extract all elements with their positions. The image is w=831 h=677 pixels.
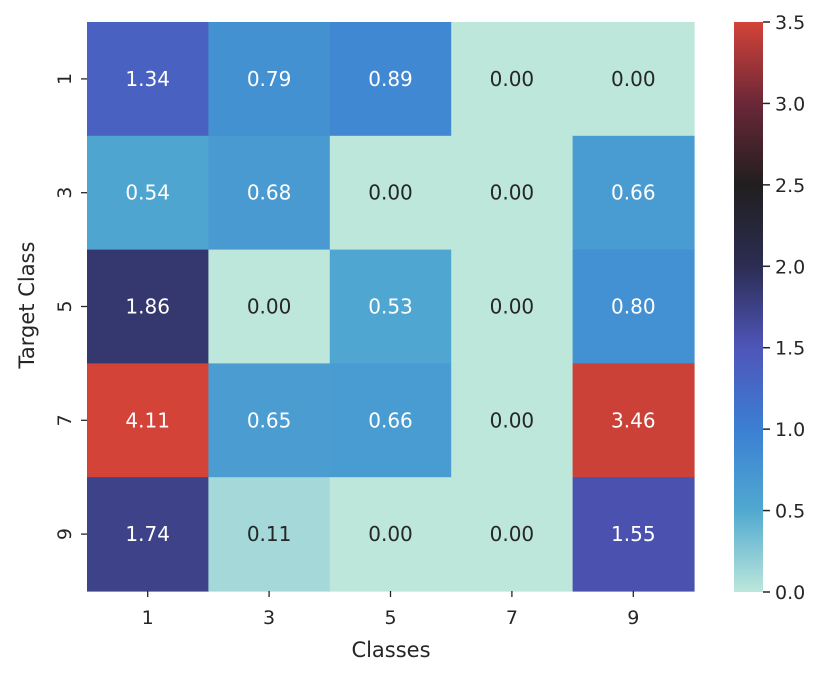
heatmap-cell — [87, 22, 209, 137]
heatmap-cell — [451, 363, 574, 478]
x-tick-label: 5 — [384, 607, 396, 629]
cell-value-label: 0.66 — [611, 181, 656, 205]
colorbar-ticks: 0.0 0.5 1.0 1.5 2.0 2.5 3.0 3.5 — [763, 12, 805, 604]
x-tick-label: 9 — [627, 607, 639, 629]
cell-value-label: 0.54 — [125, 181, 170, 205]
cell-value-label: 1.86 — [125, 295, 170, 319]
heatmap-cell — [572, 249, 695, 364]
cell-value-label: 1.55 — [611, 522, 656, 546]
heatmap-cell — [87, 249, 209, 364]
colorbar-tick-label: 0.0 — [775, 582, 805, 604]
heatmap-cell — [329, 135, 452, 251]
colorbar — [734, 22, 763, 592]
y-tick-label: 9 — [54, 528, 76, 540]
cell-value-label: 3.46 — [611, 408, 656, 432]
heatmap-cell — [451, 477, 574, 592]
cell-value-label: 0.53 — [368, 295, 413, 319]
heatmap-cell-labels: 1.34 0.79 0.89 0.00 0.00 0.54 0.68 0.00 0.00 0.66… — [125, 67, 655, 546]
heatmap-cell — [208, 135, 331, 251]
y-tick-label: 7 — [54, 414, 76, 426]
heatmap-cell — [208, 22, 331, 137]
cell-value-label: 0.00 — [368, 522, 413, 546]
cell-value-label: 0.79 — [247, 67, 292, 91]
colorbar-tick-label: 3.0 — [775, 93, 805, 115]
x-axis: 1 3 5 7 9 — [142, 591, 639, 629]
cell-value-label: 1.34 — [125, 67, 170, 91]
cell-value-label: 0.11 — [247, 522, 292, 546]
heatmap-cell — [329, 249, 452, 364]
y-tick-label: 3 — [54, 187, 76, 199]
heatmap-cells — [87, 22, 695, 592]
heatmap-cell — [329, 22, 452, 137]
y-axis: 1 3 5 7 9 — [54, 73, 87, 540]
cell-value-label: 0.66 — [368, 408, 413, 432]
cell-value-label: 0.65 — [247, 408, 292, 432]
y-axis-label: Target Class — [15, 242, 39, 370]
y-tick-label: 5 — [54, 300, 76, 312]
heatmap-cell — [329, 477, 452, 592]
x-axis-label: Classes — [351, 638, 430, 662]
x-tick-label: 7 — [506, 607, 518, 629]
colorbar-tick-label: 2.0 — [775, 256, 805, 278]
cell-value-label: 0.80 — [611, 295, 656, 319]
colorbar-tick-label: 0.5 — [775, 501, 805, 523]
heatmap-cell — [208, 477, 331, 592]
colorbar-tick-label: 3.5 — [775, 12, 805, 34]
cell-value-label: 0.00 — [368, 181, 413, 205]
cell-value-label: 0.00 — [611, 67, 656, 91]
heatmap-cell — [208, 249, 331, 364]
x-tick-label: 1 — [142, 607, 154, 629]
heatmap-cell — [87, 363, 209, 478]
x-tick-label: 3 — [263, 607, 275, 629]
heatmap-cell — [208, 363, 331, 478]
cell-value-label: 0.00 — [490, 295, 535, 319]
colorbar-tick-label: 2.5 — [775, 175, 805, 197]
cell-value-label: 0.00 — [247, 295, 292, 319]
heatmap-cell — [451, 22, 574, 137]
heatmap-cell — [329, 363, 452, 478]
cell-value-label: 0.89 — [368, 67, 413, 91]
heatmap-cell — [572, 135, 695, 251]
cell-value-label: 0.68 — [247, 181, 292, 205]
heatmap-cell — [87, 135, 209, 251]
cell-value-label: 0.00 — [490, 181, 535, 205]
cell-value-label: 1.74 — [125, 522, 170, 546]
heatmap-cell — [572, 477, 695, 592]
heatmap-cell — [451, 249, 574, 364]
y-tick-label: 1 — [54, 73, 76, 85]
colorbar-tick-label: 1.5 — [775, 338, 805, 360]
cell-value-label: 0.00 — [490, 408, 535, 432]
heatmap-cell — [87, 477, 209, 592]
heatmap-cell — [572, 363, 695, 478]
cell-value-label: 0.00 — [490, 67, 535, 91]
colorbar-tick-label: 1.0 — [775, 419, 805, 441]
heatmap-cell — [572, 22, 695, 137]
heatmap-cell — [451, 135, 574, 251]
cell-value-label: 0.00 — [490, 522, 535, 546]
cell-value-label: 4.11 — [125, 408, 170, 432]
